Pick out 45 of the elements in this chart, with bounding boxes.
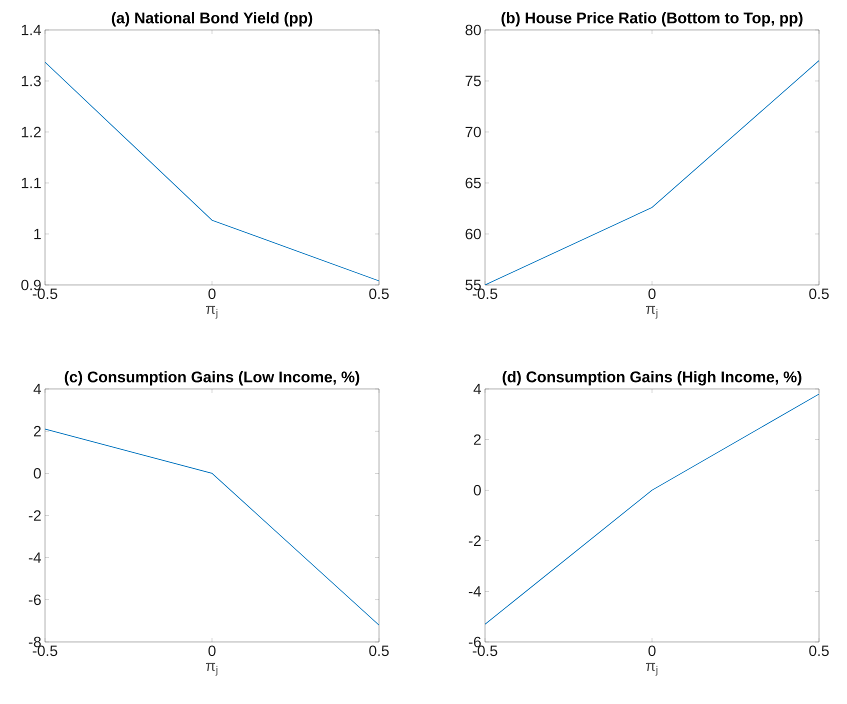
y-tick-label: 2	[34, 426, 41, 436]
x-axis-title: π$_{j}$	[646, 662, 658, 676]
y-tick-label: 4	[474, 384, 482, 394]
y-tick-label: 1.4	[22, 24, 42, 36]
y-tick-label: 75	[466, 76, 481, 86]
x-tick-label: 0	[648, 288, 656, 300]
chart-title: (a) National Bond Yield (pp)	[112, 12, 312, 26]
chart-title: (c) Consumption Gains (Low Income, %)	[64, 371, 360, 386]
x-tick-label: 0	[648, 646, 656, 656]
y-tick-label: 1.3	[22, 76, 41, 86]
y-tick-label: 80	[466, 24, 481, 36]
x-tick-label: -0.5	[472, 288, 498, 300]
y-tick-label: 1.2	[22, 126, 41, 138]
y-tick-label: -6	[28, 594, 41, 606]
y-tick-label: 65	[466, 178, 481, 188]
y-tick-label: 2	[474, 434, 481, 445]
x-tick-label: 0.5	[369, 288, 389, 300]
x-tick-label: -0.5	[472, 646, 498, 656]
y-tick-label: 0	[34, 468, 41, 479]
chart-title: (d) Consumption Gains (High Income, %)	[502, 371, 802, 386]
x-tick-label: 0.5	[369, 646, 389, 656]
x-tick-label: 0	[208, 288, 216, 300]
y-tick-label: -2	[28, 510, 41, 521]
y-tick-label: 60	[466, 228, 481, 240]
x-tick-label: 0	[208, 646, 216, 656]
y-tick-label: 4	[34, 384, 42, 394]
y-tick-label: 0	[474, 484, 481, 496]
y-tick-label: -2	[468, 536, 481, 546]
y-tick-label: -4	[468, 586, 482, 597]
y-tick-label: 70	[466, 126, 481, 138]
chart-title: (b) House Price Ratio (Bottom to Top, pp)	[502, 12, 803, 26]
y-tick-label: 1.1	[22, 178, 41, 188]
y-tick-label: -8	[28, 636, 41, 648]
x-axis-title: π$_{j}$	[206, 306, 218, 319]
x-tick-label: 0.5	[809, 646, 829, 656]
y-tick-label: -6	[468, 636, 481, 648]
x-tick-label: -0.5	[32, 646, 58, 656]
x-axis-title: π$_{j}$	[646, 306, 658, 319]
y-tick-label: 1	[34, 228, 41, 240]
x-tick-label: 0.5	[809, 288, 829, 300]
y-tick-label: 55	[465, 280, 481, 290]
y-tick-label: -4	[28, 552, 42, 563]
y-tick-label: 0.9	[21, 280, 41, 290]
x-axis-title: π$_{j}$	[206, 662, 218, 676]
x-tick-label: -0.5	[32, 288, 58, 300]
